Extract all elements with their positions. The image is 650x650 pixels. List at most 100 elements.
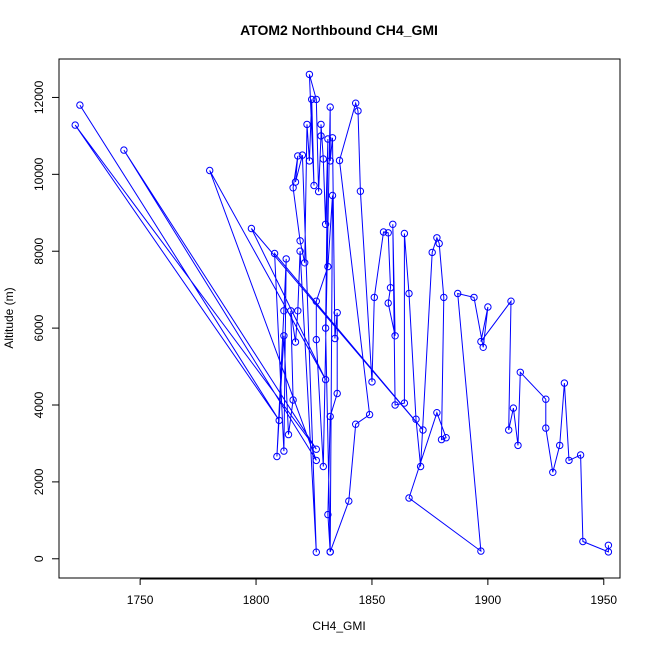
data-point	[312, 335, 320, 344]
data-point	[284, 430, 293, 439]
data-point	[294, 307, 302, 315]
data-point	[437, 435, 446, 444]
data-point	[440, 293, 448, 302]
data-point	[549, 468, 557, 476]
data-point	[310, 181, 318, 190]
y-tick-label: 4000	[32, 391, 46, 418]
data-point	[312, 445, 320, 453]
data-point	[333, 389, 341, 398]
data-point	[454, 289, 462, 298]
data-point	[324, 135, 332, 143]
data-point	[321, 324, 330, 332]
data-point	[314, 187, 323, 196]
series-lines	[74, 74, 609, 553]
data-point	[289, 396, 297, 404]
y-tick-label: 6000	[32, 314, 46, 341]
data-point	[280, 447, 288, 455]
data-point	[324, 510, 332, 519]
x-tick-label: 1900	[475, 593, 502, 607]
data-point	[326, 412, 334, 421]
data-point	[352, 420, 360, 428]
data-point	[509, 404, 518, 412]
data-point	[391, 332, 399, 340]
data-point	[514, 441, 522, 450]
data-point	[416, 462, 425, 471]
data-point	[477, 547, 485, 555]
series-points	[71, 70, 613, 556]
data-point	[326, 548, 334, 556]
data-point	[484, 303, 492, 311]
data-point	[319, 155, 327, 163]
data-point	[333, 309, 341, 317]
y-axis: 0 2000 4000 6000 8000 10000 12000	[32, 80, 60, 562]
data-point	[76, 101, 84, 109]
y-axis-label: Altitude (m)	[2, 287, 16, 348]
data-point	[275, 416, 283, 425]
data-point	[389, 220, 397, 229]
data-point	[301, 259, 309, 267]
data-point	[576, 451, 585, 459]
data-point	[412, 415, 420, 423]
data-point	[326, 157, 334, 165]
data-point	[405, 494, 413, 502]
data-point	[505, 426, 513, 434]
data-point	[294, 152, 302, 160]
data-point	[328, 134, 337, 142]
x-tick-label: 1750	[127, 593, 154, 607]
data-point	[280, 307, 288, 315]
data-point	[579, 537, 587, 546]
x-axis-label: CH4_GMI	[312, 619, 365, 633]
data-point	[560, 379, 569, 387]
data-point	[287, 307, 295, 315]
data-point	[565, 456, 573, 465]
data-point	[296, 237, 304, 245]
y-tick-label: 10000	[32, 157, 46, 191]
data-point	[384, 229, 392, 237]
data-point	[470, 293, 478, 302]
plot-frame	[58, 58, 621, 579]
data-point	[477, 337, 485, 346]
data-point	[305, 157, 314, 165]
x-tick-label: 1800	[243, 593, 270, 607]
data-point	[321, 375, 330, 384]
data-point	[391, 401, 399, 409]
data-point	[542, 424, 550, 432]
y-tick-label: 12000	[32, 80, 46, 114]
data-point	[405, 289, 413, 298]
data-point	[298, 151, 307, 159]
x-axis: 1750 1800 1850 1900 1950	[127, 578, 617, 607]
data-point	[556, 441, 564, 450]
data-point	[312, 548, 320, 556]
x-tick-label: 1850	[359, 593, 386, 607]
data-point	[435, 239, 443, 248]
data-point	[280, 332, 288, 340]
y-tick-label: 0	[32, 555, 46, 562]
data-point	[328, 191, 337, 200]
data-point	[282, 255, 290, 263]
y-tick-label: 2000	[32, 468, 46, 495]
data-point	[507, 297, 515, 305]
data-point	[442, 434, 450, 442]
data-point	[291, 338, 300, 346]
data-point	[317, 120, 325, 129]
data-point	[335, 156, 344, 165]
data-point	[516, 368, 524, 376]
data-point	[419, 426, 427, 434]
data-point	[433, 409, 441, 417]
y-tick-label: 8000	[32, 238, 46, 265]
data-point	[321, 220, 330, 229]
data-point	[305, 70, 314, 79]
data-point	[368, 378, 376, 386]
data-point	[400, 399, 409, 407]
data-point	[324, 262, 332, 271]
data-point	[428, 248, 436, 257]
data-point	[356, 187, 365, 195]
data-point	[604, 541, 613, 549]
data-point	[312, 456, 320, 465]
data-point	[331, 334, 339, 343]
chart-title: ATOM2 Northbound CH4_GMI	[240, 22, 438, 38]
data-point	[308, 95, 316, 104]
data-point	[365, 410, 374, 419]
series-line	[74, 74, 609, 553]
data-point	[352, 99, 360, 107]
